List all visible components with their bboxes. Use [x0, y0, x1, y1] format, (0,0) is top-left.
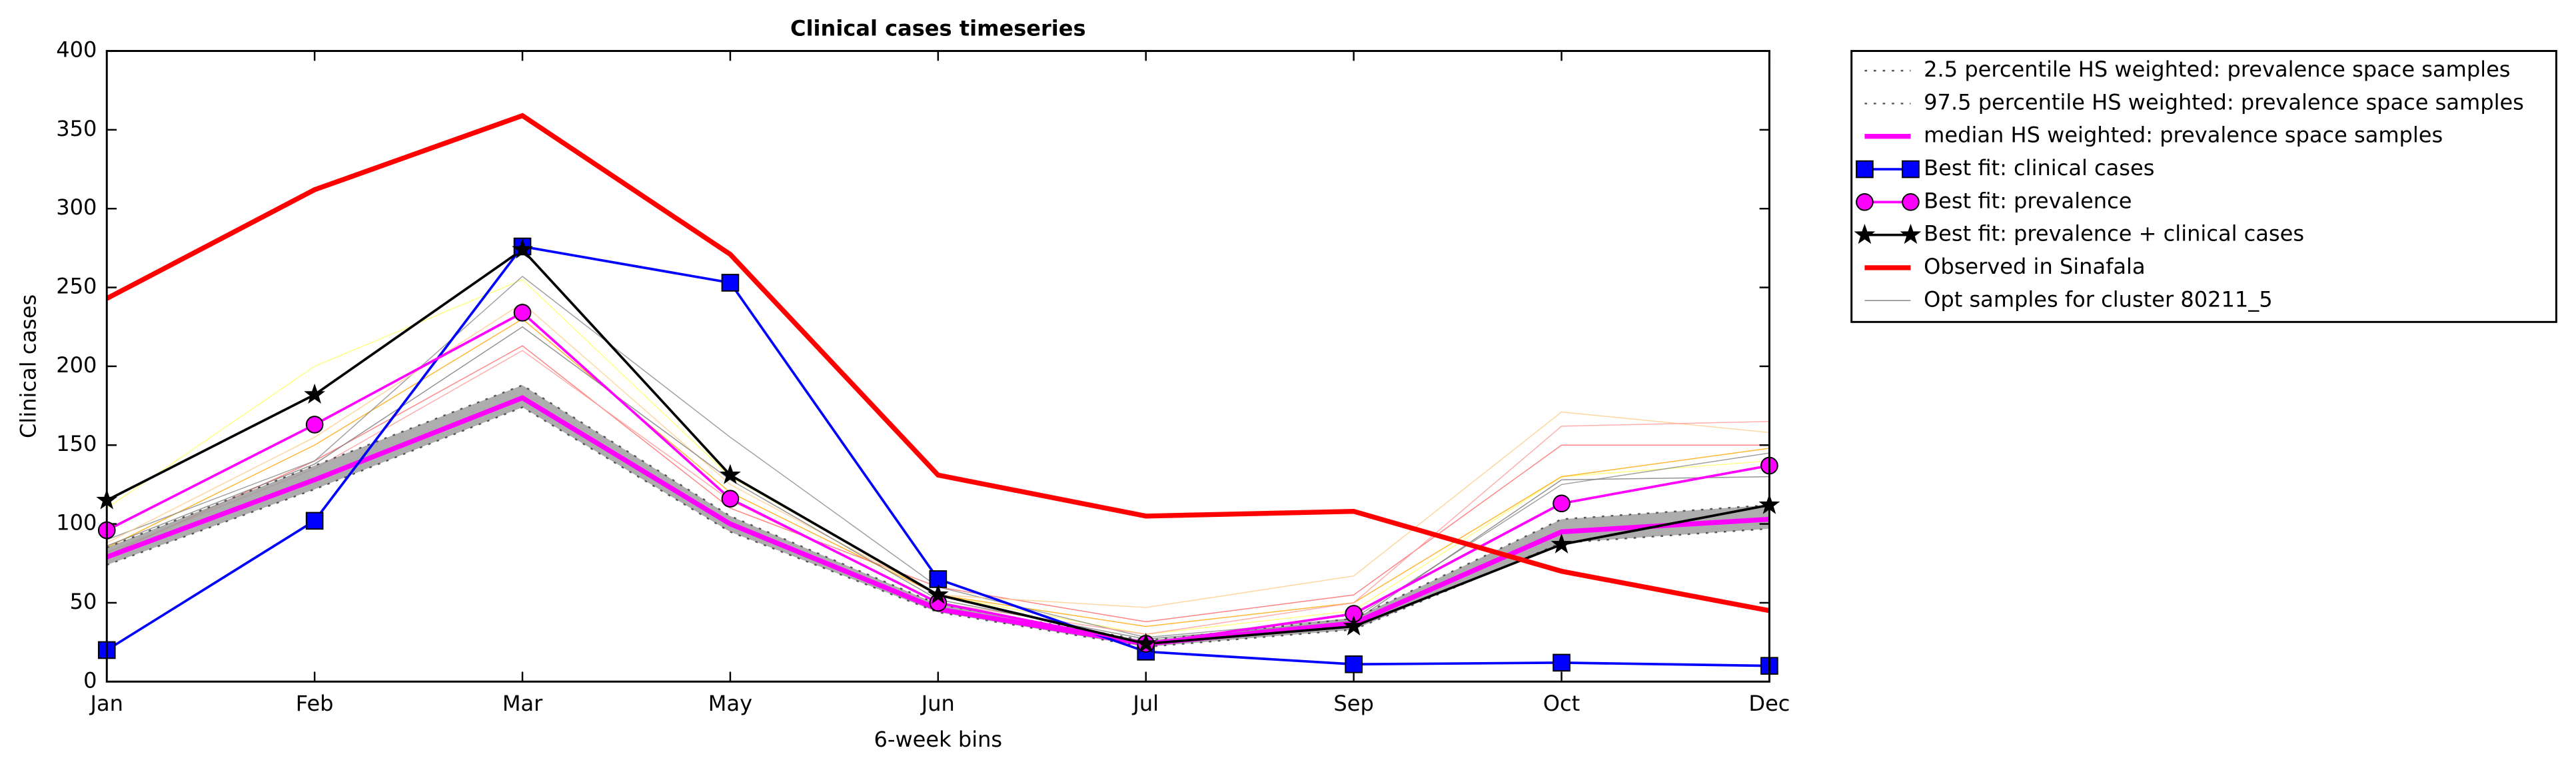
marker-star [1854, 223, 1876, 244]
marker-star [304, 383, 326, 404]
legend-label: Opt samples for cluster 80211_5 [1924, 286, 2273, 312]
marker-star [1343, 615, 1365, 635]
marker-star [1135, 632, 1157, 653]
legend-label: median HS weighted: prevalence space sam… [1924, 123, 2443, 148]
marker-square [1345, 655, 1363, 673]
y-tick-label: 350 [56, 116, 97, 141]
y-tick-label: 300 [56, 194, 97, 220]
marker-star [512, 238, 533, 259]
y-tick-label: 250 [56, 274, 97, 299]
x-tick-label: May [708, 691, 752, 716]
x-axis-label: 6-week bins [874, 727, 1003, 752]
marker-circle [305, 416, 324, 434]
y-tick-label: 200 [56, 352, 97, 378]
plot-frame [105, 50, 1770, 683]
marker-square [721, 274, 740, 292]
marker-square [1856, 160, 1874, 179]
marker-circle [1856, 193, 1874, 211]
x-tick-label: Jul [1131, 691, 1159, 716]
legend-label: Best fit: prevalence [1924, 188, 2132, 213]
legend-label: 97.5 percentile HS weighted: prevalence … [1924, 89, 2524, 115]
chart-title: Clinical cases timeseries [790, 15, 1086, 41]
marker-star [720, 464, 741, 484]
marker-circle [513, 304, 532, 322]
x-tick-label: Mar [502, 691, 543, 716]
marker-star [1551, 533, 1573, 554]
marker-circle [721, 490, 740, 508]
y-tick-label: 400 [56, 37, 97, 63]
y-tick-label: 0 [83, 667, 97, 693]
x-tick-label: Oct [1543, 691, 1580, 716]
legend-label: Best fit: prevalence + clinical cases [1924, 221, 2304, 246]
marker-square [1902, 160, 1920, 179]
y-axis-label: Clinical cases [15, 294, 41, 438]
y-tick-label: 50 [70, 589, 97, 614]
y-tick-label: 150 [56, 431, 97, 456]
legend-label: Best fit: clinical cases [1924, 155, 2154, 181]
marker-square [305, 512, 324, 530]
marker-star [927, 583, 949, 604]
marker-circle [1553, 494, 1571, 513]
x-tick-label: Sep [1333, 691, 1373, 716]
y-tick-label: 100 [56, 510, 97, 536]
legend-box [1850, 50, 2557, 323]
x-tick-label: Feb [296, 691, 334, 716]
marker-square [1553, 653, 1571, 672]
x-tick-label: Jun [920, 691, 955, 716]
x-tick-label: Jan [89, 691, 123, 716]
marker-circle [1902, 193, 1920, 211]
x-tick-label: Dec [1748, 691, 1790, 716]
legend-label: Observed in Sinafala [1924, 254, 2145, 279]
legend-label: 2.5 percentile HS weighted: prevalence s… [1924, 57, 2510, 82]
series-line [107, 113, 1770, 613]
marker-star [1900, 223, 1922, 244]
